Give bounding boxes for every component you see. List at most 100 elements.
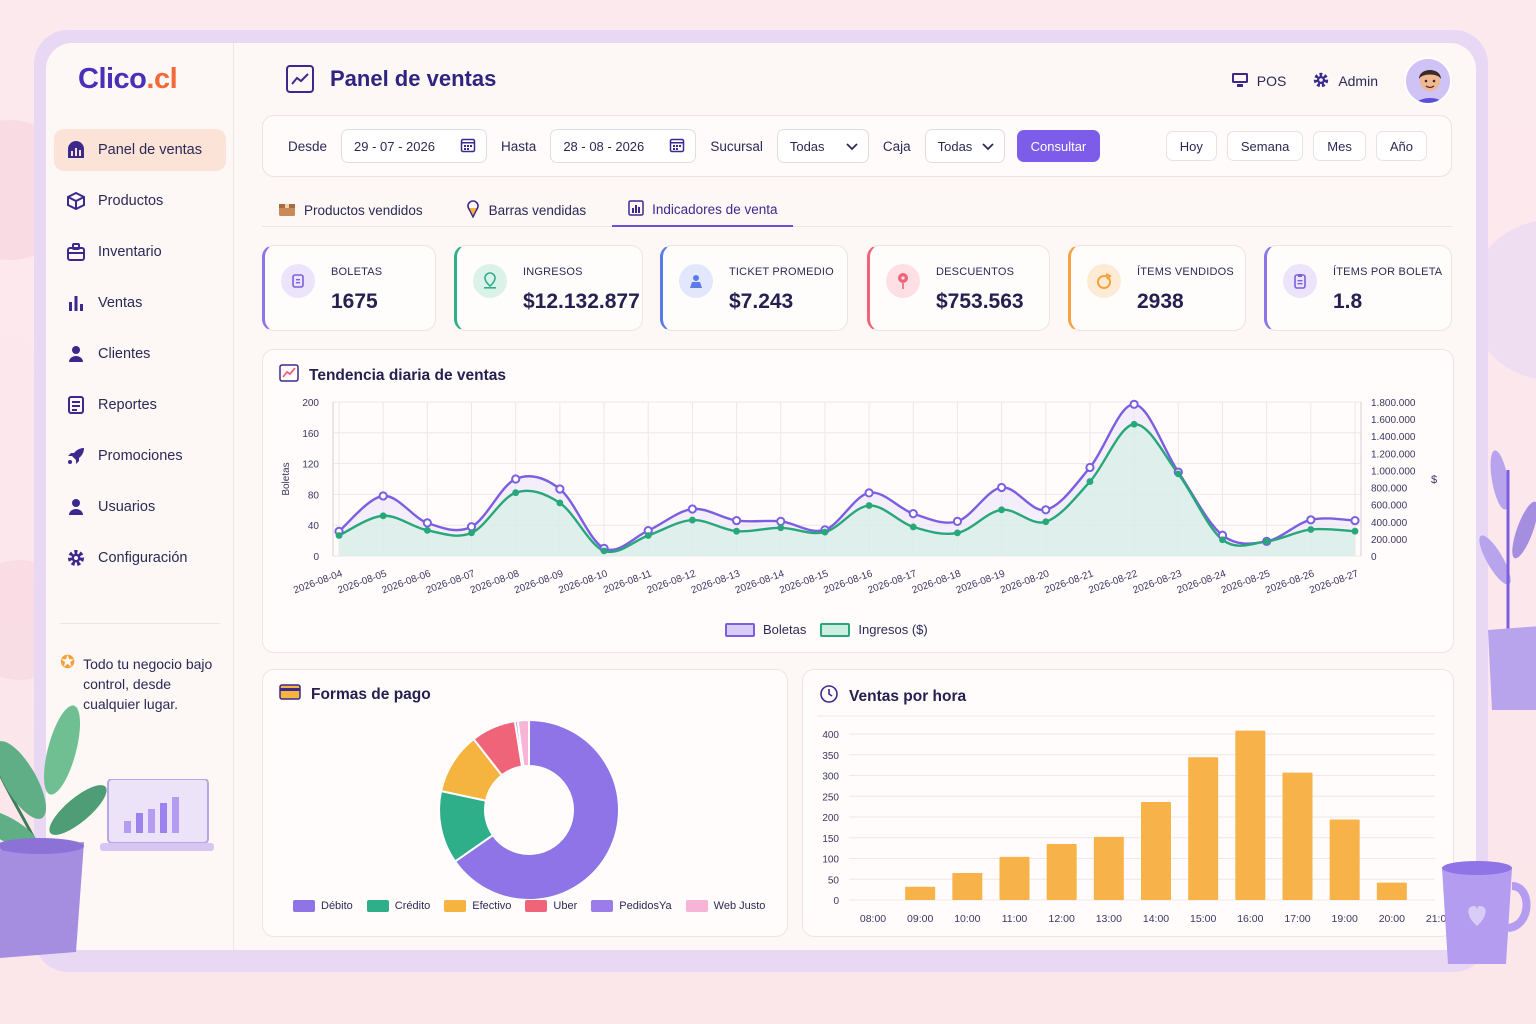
tab-indicadores-de-venta[interactable]: Indicadores de venta — [612, 193, 794, 227]
sidebar-item-inventario[interactable]: Inventario — [54, 231, 226, 273]
clipboard-icon — [1283, 264, 1317, 298]
calendar-icon[interactable] — [669, 137, 685, 156]
legend-item[interactable]: Web Justo — [685, 900, 765, 912]
legend-item-ingresos[interactable]: Ingresos ($) — [820, 622, 928, 637]
ano-button[interactable]: Año — [1375, 131, 1427, 161]
x-tick-label: 11:00 — [1002, 913, 1028, 925]
legend-item[interactable]: Crédito — [366, 900, 430, 912]
payments-panel: Formas de pago Débito Crédito Efectivo Uber… — [262, 669, 788, 937]
trend-chart-icon — [279, 364, 299, 387]
kpi-label: INGRESOS — [523, 266, 583, 278]
x-tick-label: 2026-08-04 — [292, 568, 344, 596]
kpi-card-items-por-boleta[interactable]: ÍTEMS POR BOLETA 1.8 — [1264, 245, 1452, 331]
hourly-title: Ventas por hora — [849, 687, 967, 705]
trend-title: Tendencia diaria de ventas — [309, 366, 506, 384]
x-tick-label: 2026-08-24 — [1176, 568, 1228, 596]
legend-item-boletas[interactable]: Boletas — [725, 622, 806, 637]
kpi-row: BOLETAS 1675 INGRESOS $12.132.877 TICKET… — [262, 245, 1452, 333]
consultar-button[interactable]: Consultar — [1016, 130, 1101, 162]
sidebar: Clico.cl Panel de ventas Productos Inven… — [46, 43, 234, 950]
y-tick-label: 300 — [822, 772, 839, 783]
tab-productos-vendidos[interactable]: Productos vendidos — [262, 193, 439, 227]
pie-slice — [516, 718, 530, 768]
mes-button[interactable]: Mes — [1313, 131, 1366, 161]
kpi-value: 1675 — [331, 290, 378, 313]
data-point-boletas — [1350, 515, 1360, 526]
x-tick-label: 2026-08-22 — [1087, 568, 1139, 596]
legend-label: Efectivo — [472, 900, 512, 912]
desde-label: Desde — [288, 138, 328, 154]
sidebar-item-productos[interactable]: Productos — [54, 180, 226, 222]
right-plant-illustration — [1479, 450, 1536, 710]
legend-item[interactable]: Efectivo — [444, 900, 511, 912]
sidebar-item-label: Usuarios — [98, 499, 156, 515]
semana-button[interactable]: Semana — [1226, 131, 1304, 161]
header-actions: POS Admin — [1231, 57, 1452, 105]
sidebar-item-promociones[interactable]: Promociones — [54, 435, 226, 477]
legend-swatch — [820, 622, 851, 637]
y-tick-label: 80 — [308, 490, 320, 501]
kpi-card-items-vendidos[interactable]: ÍTEMS VENDIDOS 2938 — [1068, 245, 1246, 331]
x-tick-label: 2026-08-06 — [381, 568, 433, 596]
payments-panel-header: Formas de pago — [279, 684, 431, 705]
y2-tick-label: 1.600.000 — [1371, 415, 1416, 426]
plant-illustration — [0, 705, 107, 958]
sidebar-item-reportes[interactable]: Reportes — [54, 384, 226, 426]
bar — [905, 886, 936, 900]
logo[interactable]: Clico.cl — [78, 63, 178, 95]
data-point-ingresos — [1351, 527, 1359, 535]
sidebar-item-label: Reportes — [98, 397, 157, 413]
tab-label: Barras vendidas — [488, 202, 587, 218]
legend-item[interactable]: PedidosYa — [591, 900, 672, 912]
bar — [1046, 843, 1077, 900]
x-tick-label: 2026-08-09 — [513, 568, 565, 596]
pos-link[interactable]: POS — [1231, 72, 1286, 91]
admin-label: Admin — [1338, 73, 1378, 89]
laptop-illustration — [100, 779, 214, 851]
sidebar-item-configuracion[interactable]: Configuración — [54, 537, 226, 579]
bar — [952, 873, 983, 900]
data-point-ingresos — [733, 527, 740, 535]
data-point-ingresos — [777, 524, 785, 532]
kpi-card-descuentos[interactable]: DESCUENTOS $753.563 — [867, 245, 1050, 331]
sidebar-item-ventas[interactable]: Ventas — [54, 282, 226, 324]
x-tick-label: 09:00 — [907, 913, 933, 925]
pie-slice — [453, 718, 620, 901]
sidebar-item-usuarios[interactable]: Usuarios — [54, 486, 226, 528]
kpi-card-boletas[interactable]: BOLETAS 1675 — [262, 245, 436, 331]
avatar[interactable] — [1404, 57, 1452, 105]
payments-title: Formas de pago — [311, 685, 431, 703]
kpi-card-ingresos[interactable]: INGRESOS $12.132.877 — [454, 245, 643, 331]
hasta-date-input[interactable]: 28 - 08 - 2026 — [550, 129, 697, 163]
data-point-ingresos — [1130, 420, 1138, 428]
sidebar-item-clientes[interactable]: Clientes — [54, 333, 226, 375]
refresh-icon — [1087, 264, 1121, 298]
legend-item[interactable]: Uber — [525, 900, 577, 912]
sidebar-item-panel-de-ventas[interactable]: Panel de ventas — [54, 129, 226, 171]
tab-barras-vendidas[interactable]: Barras vendidas — [449, 193, 603, 227]
kpi-value: $753.563 — [936, 290, 1024, 313]
data-point-ingresos — [1174, 470, 1182, 478]
data-point-ingresos — [468, 529, 475, 537]
data-point-ingresos — [335, 532, 343, 539]
gear-icon — [66, 548, 86, 568]
calendar-icon[interactable] — [460, 137, 476, 156]
desde-date-input[interactable]: 29 - 07 - 2026 — [341, 129, 488, 163]
caja-label: Caja — [882, 138, 911, 154]
data-point-ingresos — [1307, 526, 1315, 533]
quick-range-buttons: Hoy Semana Mes Año — [1156, 131, 1427, 161]
payments-legend: Débito Crédito Efectivo Uber PedidosYa Web Ju… — [293, 900, 779, 912]
kpi-card-ticket-promedio[interactable]: TICKET PROMEDIO $7.243 — [660, 245, 848, 331]
hoy-button[interactable]: Hoy — [1165, 131, 1217, 161]
admin-link[interactable]: Admin — [1312, 71, 1378, 92]
hasta-date-value: 28 - 08 - 2026 — [563, 138, 645, 154]
caja-select[interactable]: Todas — [924, 129, 1005, 163]
legend-item[interactable]: Débito — [293, 900, 353, 912]
legend-label: Boletas — [763, 622, 807, 637]
data-point-ingresos — [865, 502, 873, 509]
data-point-boletas — [511, 474, 521, 484]
user-icon — [66, 497, 86, 517]
x-tick-label: 08:00 — [860, 913, 886, 925]
sucursal-select[interactable]: Todas — [776, 129, 869, 163]
package-icon — [278, 201, 296, 220]
